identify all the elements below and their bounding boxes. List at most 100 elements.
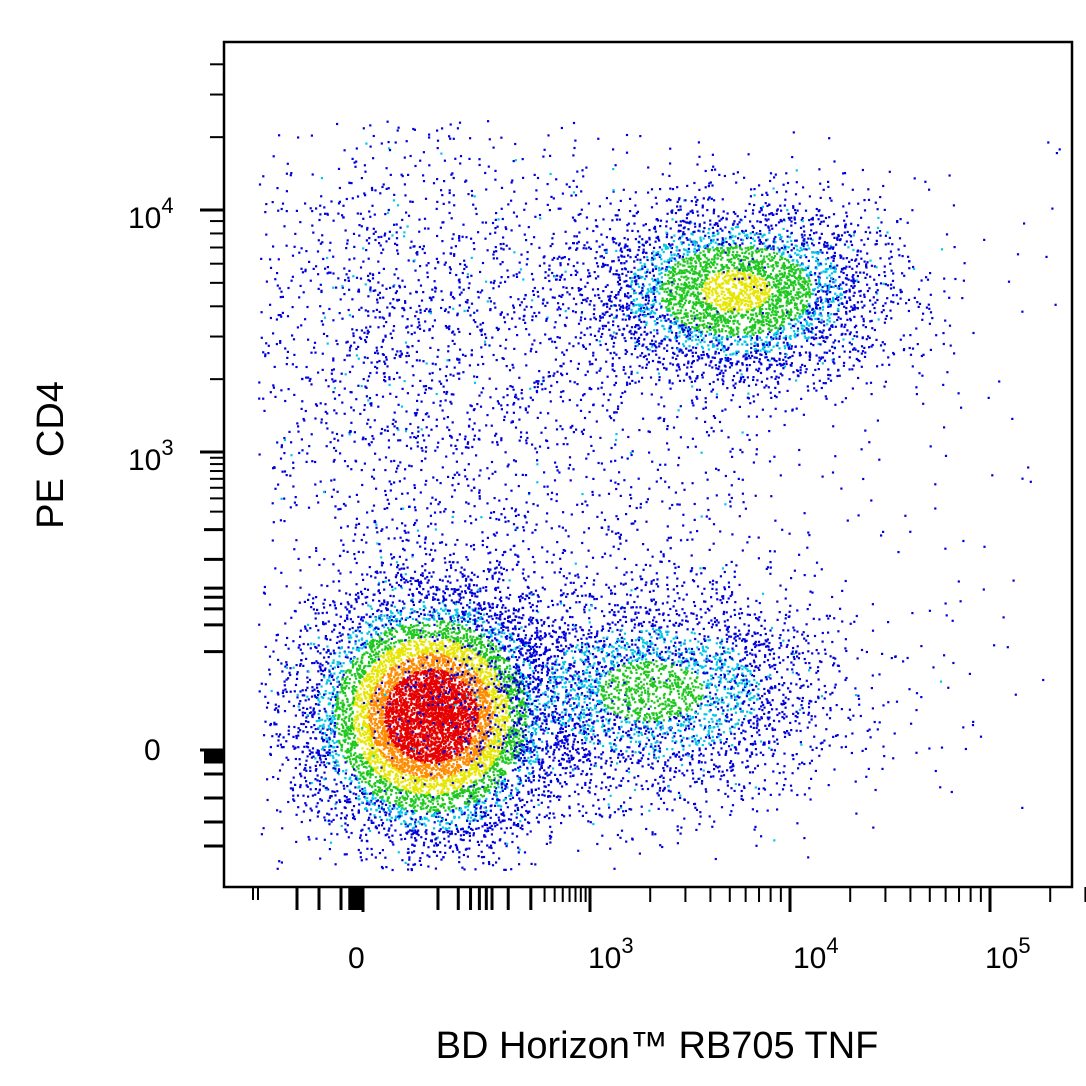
event-dot — [306, 707, 309, 710]
event-dot — [581, 786, 584, 789]
event-dot — [461, 627, 464, 630]
event-dot — [361, 747, 364, 750]
event-dot — [379, 549, 382, 552]
event-dot — [431, 802, 434, 805]
event-dot — [498, 695, 501, 698]
event-dot — [457, 639, 460, 642]
event-dot — [533, 648, 536, 651]
event-dot — [450, 745, 453, 749]
event-dot — [343, 717, 346, 720]
event-dot — [438, 613, 441, 616]
event-dot — [618, 726, 621, 729]
event-dot — [496, 694, 499, 697]
event-dot — [292, 640, 295, 643]
event-dot — [544, 693, 547, 696]
event-dot — [436, 632, 439, 635]
event-dot — [338, 715, 341, 718]
event-dot — [365, 702, 368, 706]
event-dot — [349, 618, 352, 621]
event-dot — [447, 677, 450, 680]
event-dot — [504, 756, 507, 760]
event-dot — [297, 734, 300, 737]
event-dot — [435, 783, 439, 786]
event-dot — [435, 815, 438, 819]
event-dot — [470, 785, 473, 788]
event-dot — [460, 688, 464, 691]
event-dot — [399, 699, 402, 702]
event-dot — [420, 748, 423, 751]
event-dot — [338, 671, 341, 674]
event-dot — [311, 662, 314, 665]
event-dot — [505, 596, 508, 599]
event-dot — [496, 755, 499, 758]
event-dot — [373, 707, 376, 710]
event-dot — [367, 604, 370, 607]
event-dot — [307, 698, 310, 701]
event-dot — [369, 664, 372, 668]
event-dot — [383, 571, 386, 574]
event-dot — [409, 769, 413, 772]
event-dot — [297, 646, 300, 649]
event-dot — [466, 805, 469, 808]
event-dot — [508, 794, 511, 797]
event-dot — [448, 779, 452, 782]
event-dot — [514, 656, 517, 659]
event-dot — [361, 619, 364, 622]
event-dot — [401, 696, 404, 699]
event-dot — [402, 699, 405, 702]
event-dot — [395, 708, 398, 711]
event-dot — [431, 661, 434, 664]
event-dot — [339, 647, 342, 650]
event-dot — [400, 723, 403, 726]
event-dot — [426, 694, 429, 697]
event-dot — [410, 760, 413, 763]
event-dot — [485, 756, 488, 759]
event-dot — [451, 664, 454, 668]
event-dot — [438, 710, 441, 713]
event-dot — [345, 685, 348, 688]
event-dot — [350, 754, 353, 757]
event-dot — [533, 561, 536, 564]
event-dot — [388, 743, 391, 746]
event-dot — [409, 777, 412, 780]
event-dot — [515, 787, 518, 790]
event-dot — [366, 712, 369, 715]
event-dot — [427, 793, 430, 796]
event-dot — [427, 579, 430, 582]
event-dot — [410, 662, 414, 665]
event-dot — [292, 704, 295, 708]
event-dot — [479, 700, 482, 703]
event-dot — [371, 733, 374, 736]
event-dot — [425, 673, 428, 676]
event-dot — [372, 821, 375, 824]
event-dot — [467, 825, 471, 828]
event-dot — [389, 594, 392, 597]
event-dot — [399, 709, 402, 712]
event-dot — [417, 615, 421, 618]
event-dot — [405, 697, 408, 700]
event-dot — [287, 677, 290, 680]
event-dot — [549, 841, 552, 844]
event-dot — [514, 809, 517, 812]
event-dot — [459, 585, 462, 588]
event-dot — [399, 754, 402, 757]
event-dot — [324, 635, 327, 638]
event-dot — [485, 667, 488, 671]
event-dot — [483, 646, 486, 649]
event-dot — [320, 685, 323, 688]
event-dot — [334, 721, 337, 725]
event-dot — [472, 791, 475, 794]
event-dot — [493, 754, 496, 757]
event-dot — [452, 787, 455, 790]
event-dot — [268, 655, 272, 658]
event-dot — [582, 721, 585, 724]
event-dot — [356, 672, 359, 675]
event-dot — [316, 686, 319, 689]
event-dot — [346, 824, 349, 827]
event-dot — [384, 645, 387, 648]
event-dot — [498, 718, 501, 721]
event-dot — [414, 644, 417, 647]
event-dot — [442, 761, 445, 764]
event-dot — [500, 703, 503, 706]
event-dot — [383, 614, 386, 617]
